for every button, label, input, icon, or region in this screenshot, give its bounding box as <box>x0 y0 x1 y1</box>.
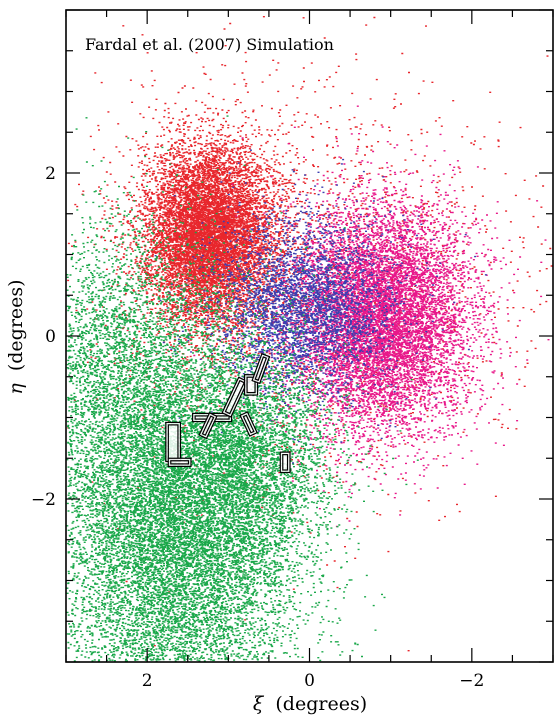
y-axis-symbol: η <box>5 383 27 395</box>
y-axis-unit: (degrees) <box>5 279 27 371</box>
field-outline-5 <box>221 376 249 418</box>
y-axis-label: η (degrees) <box>5 279 27 394</box>
y-tick-label: 2 <box>45 164 56 184</box>
field-outline-9 <box>279 451 291 474</box>
field-outline-4 <box>198 412 218 440</box>
axis-ticks <box>65 9 554 663</box>
series-green-points <box>66 115 419 662</box>
x-axis-unit: (degrees) <box>275 693 367 715</box>
x-tick-label: 0 <box>304 671 315 691</box>
field-outline-2 <box>167 457 192 467</box>
particle-scatter <box>66 16 553 662</box>
x-axis-label: ξ (degrees) <box>253 693 367 715</box>
x-tick-label: 2 <box>142 671 153 691</box>
y-tick-label: −2 <box>31 490 56 510</box>
tick-labels: 2 0 −2 2 0 −2 <box>31 164 484 691</box>
y-tick-label: 0 <box>45 327 56 347</box>
field-outline-1 <box>165 421 182 463</box>
series-magenta-points <box>193 105 550 528</box>
chart-title: Fardal et al. (2007) Simulation <box>85 35 334 54</box>
x-axis-symbol: ξ <box>253 693 265 715</box>
x-tick-label: −2 <box>459 671 484 691</box>
field-outline-8 <box>239 411 258 437</box>
field-outline-7 <box>251 353 271 385</box>
observed-fields <box>165 353 291 474</box>
series-blue-points <box>154 149 487 464</box>
